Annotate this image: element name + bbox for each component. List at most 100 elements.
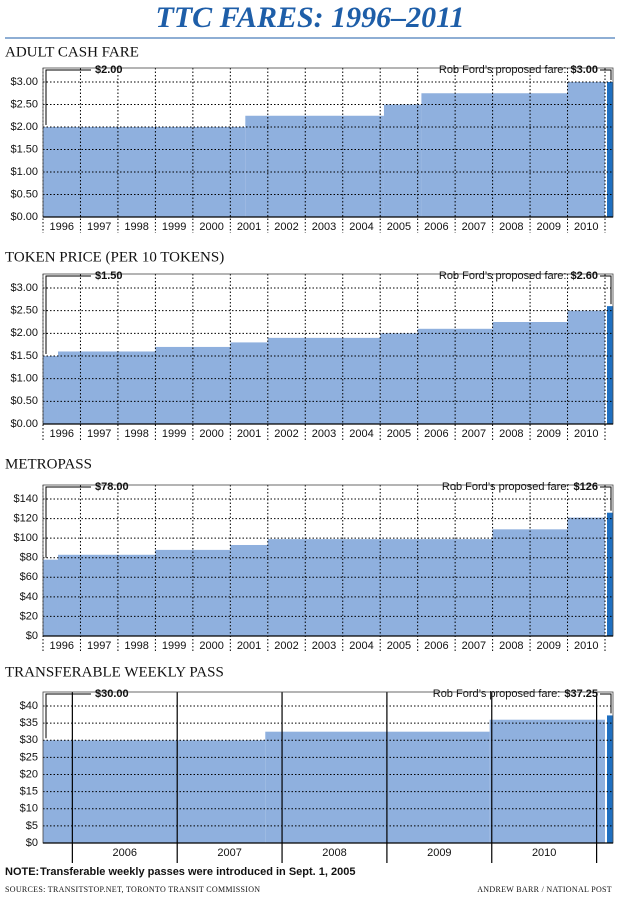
y-tick-label: $2.00 [10, 121, 38, 133]
y-tick-label: $1.50 [10, 350, 38, 362]
step-area [43, 356, 58, 424]
proposed-label: $3.00 [570, 64, 598, 76]
note: Transferable weekly passes were introduc… [40, 866, 355, 878]
y-tick-label: $30 [20, 734, 38, 746]
proposed-label-prefix: Rob Ford’s proposed fare: [442, 481, 570, 493]
x-tick-label: 1999 [162, 428, 186, 440]
y-tick-label: $20 [20, 610, 38, 622]
start-label: $2.00 [95, 64, 123, 76]
x-tick-label: 2003 [312, 640, 336, 652]
y-tick-label: $40 [20, 700, 38, 712]
proposed-label: $126 [574, 481, 598, 493]
panel-title: ADULT CASH FARE [5, 44, 139, 60]
proposed-bar [607, 715, 613, 843]
x-tick-label: 2008 [499, 221, 523, 233]
proposed-label-prefix: Rob Ford’s proposed fare: [439, 64, 567, 76]
y-tick-label: $1.00 [10, 166, 38, 178]
y-tick-label: $40 [20, 591, 38, 603]
x-tick-label: 2009 [537, 640, 561, 652]
x-tick-label: 2001 [237, 640, 261, 652]
x-tick-label: 1997 [87, 640, 111, 652]
y-tick-label: $2.00 [10, 327, 38, 339]
x-tick-label: 2007 [462, 428, 486, 440]
x-tick-label: 1997 [87, 221, 111, 233]
proposed-label: $2.60 [570, 270, 598, 282]
x-tick-label: 1999 [162, 221, 186, 233]
x-tick-label: 2007 [462, 221, 486, 233]
start-label: $78.00 [95, 481, 129, 493]
step-area [43, 559, 58, 636]
y-tick-label: $20 [20, 768, 38, 780]
y-tick-label: $3.00 [10, 76, 38, 88]
y-tick-label: $0.50 [10, 395, 38, 407]
start-leader [45, 693, 91, 739]
x-tick-label: 2009 [537, 428, 561, 440]
step-area [421, 93, 568, 217]
x-tick-label: 2005 [387, 221, 411, 233]
y-tick-label: $15 [20, 786, 38, 798]
y-tick-label: $60 [20, 571, 38, 583]
x-tick-label: 2007 [217, 847, 241, 859]
y-tick-label: $140 [14, 493, 38, 505]
step-area [43, 740, 266, 843]
x-tick-label: 2006 [113, 847, 137, 859]
x-tick-label: 2010 [574, 221, 598, 233]
x-tick-label: 2002 [274, 428, 298, 440]
y-tick-label: $0.50 [10, 188, 38, 200]
proposed-label-prefix: Rob Ford’s proposed fare: [439, 270, 567, 282]
y-tick-label: $25 [20, 751, 38, 763]
x-tick-label: 2005 [387, 640, 411, 652]
start-leader [45, 69, 91, 125]
y-tick-label: $120 [14, 512, 38, 524]
x-tick-label: 2006 [424, 221, 448, 233]
x-tick-label: 2006 [424, 640, 448, 652]
x-tick-label: 2001 [237, 221, 261, 233]
step-area [265, 731, 490, 843]
x-tick-label: 2003 [312, 428, 336, 440]
y-tick-label: $0 [26, 837, 38, 849]
note-label: NOTE: [5, 866, 39, 878]
step-area [380, 333, 418, 424]
x-tick-label: 2006 [424, 428, 448, 440]
panel-title: TOKEN PRICE (PER 10 TOKENS) [5, 249, 224, 265]
credit: ANDREW BARR / NATIONAL POST [477, 885, 612, 894]
y-tick-label: $10 [20, 803, 38, 815]
panel-title: METROPASS [5, 456, 92, 472]
x-tick-label: 2008 [322, 847, 346, 859]
sources: SOURCES: TRANSITSTOP.NET, TORONTO TRANSI… [5, 885, 260, 894]
x-tick-label: 1997 [87, 428, 111, 440]
proposed-bar [607, 306, 613, 424]
y-tick-label: $1.50 [10, 143, 38, 155]
proposed-leader [600, 69, 612, 80]
start-label: $1.50 [95, 270, 123, 282]
x-tick-label: 2002 [274, 221, 298, 233]
proposed-label-prefix: Rob Ford’s proposed fare: [433, 688, 561, 700]
x-tick-label: 2004 [349, 221, 373, 233]
x-tick-label: 2010 [574, 640, 598, 652]
x-tick-label: 2008 [499, 428, 523, 440]
y-tick-label: $0 [26, 630, 38, 642]
x-tick-label: 1996 [49, 221, 73, 233]
proposed-leader [600, 486, 612, 511]
x-tick-label: 2004 [349, 428, 373, 440]
step-area [57, 554, 156, 636]
x-tick-label: 2000 [199, 640, 223, 652]
x-tick-label: 2008 [499, 640, 523, 652]
x-tick-label: 2007 [462, 640, 486, 652]
proposed-bar [607, 512, 613, 636]
start-leader [45, 486, 91, 558]
x-tick-label: 2009 [537, 221, 561, 233]
x-tick-label: 2004 [349, 640, 373, 652]
y-tick-label: $100 [14, 532, 38, 544]
x-tick-label: 2001 [237, 428, 261, 440]
start-leader [45, 275, 91, 354]
y-tick-label: $1.00 [10, 373, 38, 385]
x-tick-label: 2000 [199, 428, 223, 440]
y-tick-label: $0.00 [10, 211, 38, 223]
proposed-leader [600, 693, 612, 714]
y-tick-label: $2.50 [10, 98, 38, 110]
y-tick-label: $3.00 [10, 282, 38, 294]
x-tick-label: 2010 [532, 847, 556, 859]
x-tick-label: 2003 [312, 221, 336, 233]
